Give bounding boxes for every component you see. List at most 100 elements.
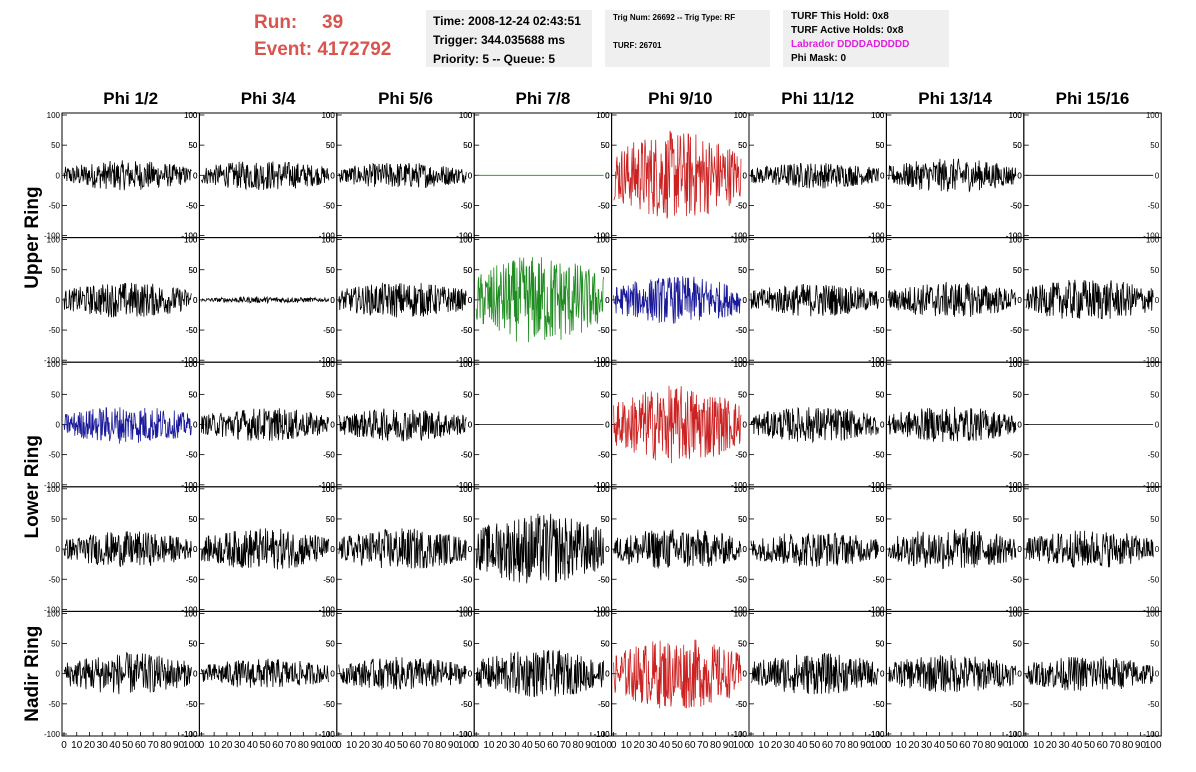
y-tick-label: 50 — [1150, 266, 1159, 275]
time-info-panel: Time: 2008-12-24 02:43:51 Trigger: 344.0… — [426, 10, 592, 67]
waveform-panel: -100 -100 -50 -50 0 0 50 50 100 100 — [181, 485, 338, 614]
y-tick-label: -100 — [1006, 730, 1023, 739]
y-tick-label: 100 — [1008, 609, 1022, 618]
y-tick-label: -100 — [868, 481, 885, 490]
x-tick-label: 10 — [896, 740, 908, 751]
waveform-panel: -100 -100 -50 -50 0 0 50 50 100 100 — [594, 485, 750, 614]
x-tick-label: 100 — [458, 740, 475, 751]
x-tick-label: 80 — [160, 740, 172, 751]
y-tick-label: -50 — [598, 326, 610, 335]
y-tick-label: -100 — [181, 356, 198, 365]
waveform-trace — [1025, 656, 1154, 691]
y-tick-label: -100 — [731, 481, 748, 490]
waveform-panel: -100 -100 -50 -50 0 0 50 50 100 100 — [1006, 485, 1162, 614]
x-tick-label: 30 — [371, 740, 383, 751]
waveform-panel: -100 -100 -50 -50 0 0 50 50 100 100 — [456, 236, 613, 365]
y-tick-label: 0 — [605, 670, 610, 679]
y-tick-label: -50 — [1148, 700, 1160, 709]
y-tick-label: 50 — [738, 515, 747, 524]
y-tick-label: -100 — [594, 232, 611, 241]
y-tick-label: 50 — [51, 515, 60, 524]
y-tick-label: 100 — [459, 609, 473, 618]
y-tick-label: 50 — [463, 515, 472, 524]
y-tick-label: 0 — [1017, 670, 1022, 679]
waveform-panel: -100 -100 -50 -50 0 0 50 50 100 100 — [594, 236, 750, 365]
waveform-panel: -100 -100 -50 -50 0 0 50 50 100 100 — [319, 360, 475, 490]
y-tick-label: 100 — [734, 360, 748, 369]
y-tick-label: -50 — [598, 451, 610, 460]
y-tick-label: -50 — [186, 326, 198, 335]
y-tick-label: 0 — [1017, 171, 1022, 180]
y-tick-label: 100 — [184, 485, 198, 494]
x-tick-label: 80 — [298, 740, 310, 751]
y-tick-label: 0 — [468, 296, 473, 305]
y-tick-label: 50 — [738, 141, 747, 150]
y-tick-label: -50 — [323, 575, 335, 584]
y-tick-label: 50 — [326, 266, 335, 275]
x-tick-label: 10 — [483, 740, 495, 751]
priority-line: Priority: 5 -- Queue: 5 — [433, 52, 556, 66]
y-tick-label: 100 — [596, 360, 610, 369]
y-tick-label: 100 — [1146, 609, 1160, 618]
y-tick-label: 50 — [601, 141, 610, 150]
y-tick-label: -50 — [461, 326, 473, 335]
column-title: Phi 5/6 — [378, 89, 433, 108]
waveform-trace — [63, 531, 192, 568]
y-tick-label: -100 — [1006, 356, 1023, 365]
y-tick-label: 50 — [1013, 390, 1022, 399]
y-tick-label: 100 — [596, 360, 610, 369]
y-tick-label: -100 — [1006, 481, 1023, 490]
y-tick-label: 0 — [468, 421, 473, 430]
x-tick-label: 80 — [710, 740, 722, 751]
y-tick-label: 100 — [321, 360, 335, 369]
waveform-panel: -100 -100 -50 -50 0 0 50 50 100 100 — [731, 236, 887, 365]
y-tick-label: -50 — [461, 575, 473, 584]
y-tick-label: -100 — [1143, 605, 1160, 614]
waveform-trace — [475, 257, 604, 343]
y-tick-label: -100 — [594, 605, 611, 614]
y-tick-label: 50 — [326, 141, 335, 150]
y-tick-label: 100 — [1008, 485, 1022, 494]
y-tick-label: 100 — [734, 609, 748, 618]
turf-active-line: TURF Active Holds: 0x8 — [791, 25, 904, 36]
y-tick-label: 100 — [1146, 485, 1160, 494]
y-tick-label: 0 — [193, 421, 198, 430]
y-tick-label: 100 — [1008, 111, 1022, 120]
waveform-trace — [63, 407, 192, 444]
y-tick-label: -100 — [868, 356, 885, 365]
y-tick-label: 0 — [605, 296, 610, 305]
y-tick-label: 0 — [743, 545, 748, 554]
y-tick-label: 0 — [1017, 545, 1022, 554]
y-tick-label: -100 — [181, 481, 198, 490]
y-tick-label: 0 — [56, 545, 61, 554]
y-tick-label: 100 — [184, 236, 198, 245]
x-tick-label: 30 — [1058, 740, 1070, 751]
y-tick-label: 0 — [880, 296, 885, 305]
y-tick-label: 100 — [871, 485, 885, 494]
y-tick-label: 50 — [188, 266, 197, 275]
y-tick-label: -100 — [181, 481, 198, 490]
waveform-panel: -100 -100 -50 -50 0 0 50 50 100 100 — [731, 360, 887, 490]
x-tick-label: 40 — [247, 740, 259, 751]
y-tick-label: 0 — [193, 171, 198, 180]
x-tick-label: 20 — [634, 740, 646, 751]
y-tick-label: 50 — [601, 515, 610, 524]
y-tick-label: 0 — [468, 670, 473, 679]
y-tick-label: -50 — [1010, 451, 1022, 460]
y-tick-label: -50 — [598, 575, 610, 584]
x-tick-label: 100 — [870, 740, 887, 751]
y-tick-label: 0 — [743, 421, 748, 430]
y-tick-label: -50 — [1010, 575, 1022, 584]
x-tick-label: 50 — [1084, 740, 1096, 751]
y-tick-label: 0 — [605, 670, 610, 679]
y-tick-label: 0 — [330, 171, 335, 180]
y-tick-label: 0 — [1155, 171, 1160, 180]
y-tick-label: -50 — [461, 201, 473, 210]
y-tick-label: 100 — [596, 609, 610, 618]
waveform-panel: -100 -100 -50 -50 0 0 50 50 100 100 — [731, 111, 887, 241]
y-tick-label: -50 — [735, 575, 747, 584]
y-tick-label: -50 — [323, 451, 335, 460]
y-tick-label: 100 — [184, 236, 198, 245]
y-tick-label: 0 — [1017, 545, 1022, 554]
